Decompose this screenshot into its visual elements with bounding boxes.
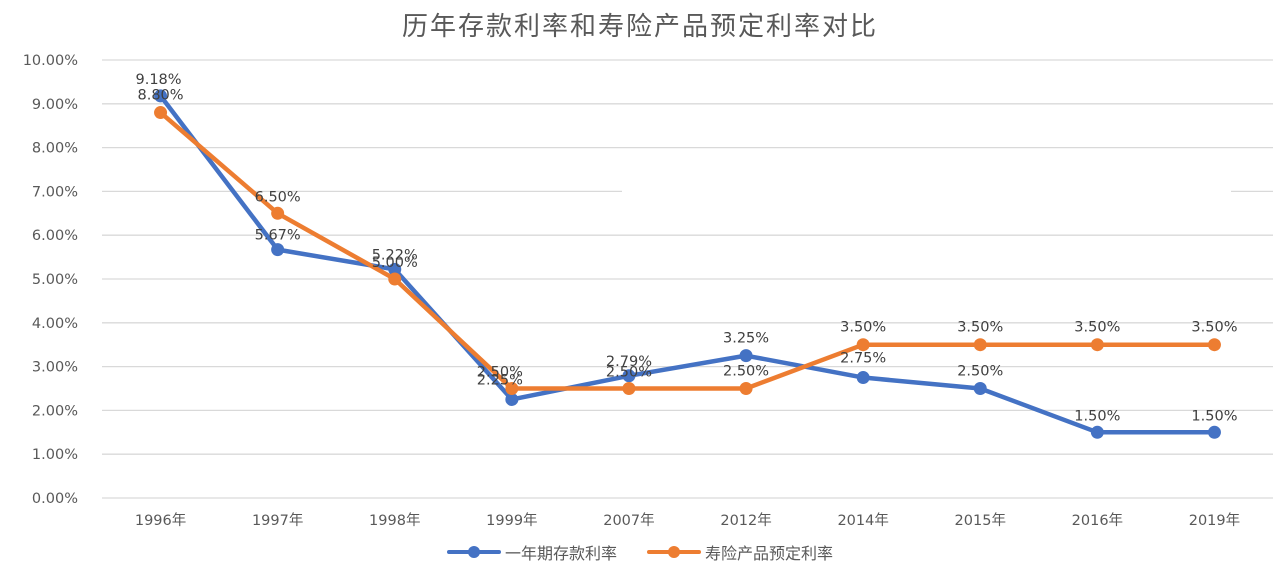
y-tick-label: 4.00% [32,316,78,332]
data-point-marker[interactable] [622,369,636,383]
y-axis-ticks: 0.00% 1.00% 2.00% 3.00% 4.00% 5.00% 6.00% 7.00%… [23,53,78,507]
data-label: 3.50% [840,320,886,336]
y-tick-label: 2.00% [32,403,78,419]
data-label: 3.25% [723,331,769,347]
y-tick-label: 9.00% [32,97,78,113]
data-label: 5.00% [372,255,418,271]
data-label: 9.18% [136,72,182,88]
data-point-marker[interactable] [622,382,636,395]
line-marker-icon [647,546,701,558]
x-tick-label: 2016年 [1072,512,1123,529]
data-point-marker[interactable] [739,382,753,395]
series-lines [154,89,1221,439]
gridlines [102,59,1273,499]
series-line [158,110,1217,391]
data-point-marker[interactable] [739,349,753,363]
data-point-marker[interactable] [388,262,402,276]
data-point-marker[interactable] [505,392,519,406]
data-label: 1.50% [1074,408,1120,424]
data-point-marker[interactable] [1207,338,1221,352]
x-tick-label: 2014年 [837,512,888,529]
legend-label: 寿险产品预定利率 [705,544,834,563]
y-tick-label: 1.00% [32,447,78,463]
x-tick-label: 2015年 [955,512,1006,529]
x-tick-label: 1998年 [369,512,420,529]
data-label: 2.75% [840,351,886,367]
y-tick-label: 3.00% [32,360,78,376]
data-point-marker[interactable] [856,338,870,352]
data-point-marker[interactable] [271,243,285,257]
data-label: 3.50% [1074,320,1120,336]
data-label: 2.25% [477,372,523,388]
data-point-marker[interactable] [1090,425,1104,439]
y-tick-label: 5.00% [32,272,78,288]
data-label: 5.67% [255,228,301,244]
data-label: 5.22% [372,247,418,263]
legend-item-deposit-rate[interactable]: 一年期存款利率 [446,540,617,564]
data-point-marker[interactable] [388,272,402,286]
line-chart-plot: 0.00% 1.00% 2.00% 3.00% 4.00% 5.00% 6.00% 7.00%… [23,53,1273,529]
y-tick-label: 8.00% [32,141,78,157]
data-label: 2.50% [723,364,769,380]
data-label: 3.50% [1191,320,1237,336]
x-tick-label: 1996年 [135,512,186,529]
data-label: 8.80% [138,88,184,104]
data-point-marker[interactable] [856,371,870,385]
x-tick-label: 1999年 [486,512,537,529]
chart-title: 历年存款利率和寿险产品预定利率对比 [401,12,878,42]
data-point-marker[interactable] [154,89,168,103]
data-label: 2.50% [606,365,652,381]
data-label: 2.50% [477,365,523,381]
data-point-marker[interactable] [505,382,519,395]
data-label: 3.50% [957,320,1003,336]
y-tick-label: 10.00% [23,53,78,69]
legend-label: 一年期存款利率 [504,544,617,563]
series-line [158,93,1217,435]
data-label: 6.50% [255,189,301,205]
data-point-marker[interactable] [1207,425,1221,439]
x-tick-label: 2019年 [1189,512,1240,529]
data-label: 2.50% [957,364,1003,380]
x-tick-label: 2007年 [603,512,654,529]
data-labels: 9.18% 5.67% 5.22% 2.25% 2.79% 3.25% 2.75% 2.50%… [136,72,1238,424]
y-tick-label: 6.00% [32,228,78,244]
data-point-marker[interactable] [1090,338,1104,352]
data-point-marker[interactable] [271,206,285,220]
data-point-marker[interactable] [973,382,987,395]
data-label: 1.50% [1191,408,1237,424]
data-label: 2.79% [606,354,652,370]
data-point-marker[interactable] [154,106,168,120]
data-point-marker[interactable] [973,338,987,352]
y-tick-label: 7.00% [32,184,78,200]
x-tick-label: 1997年 [252,512,303,529]
x-tick-label: 2012年 [720,512,771,529]
y-tick-label: 0.00% [32,491,78,507]
line-marker-icon [446,546,501,558]
legend: 一年期存款利率 寿险产品预定利率 [0,540,1280,564]
x-axis-ticks: 1996年 1997年 1998年 1999年 2007年 2012年 2014年 2015年… [135,512,1240,529]
legend-item-insurance-rate[interactable]: 寿险产品预定利率 [647,540,833,564]
